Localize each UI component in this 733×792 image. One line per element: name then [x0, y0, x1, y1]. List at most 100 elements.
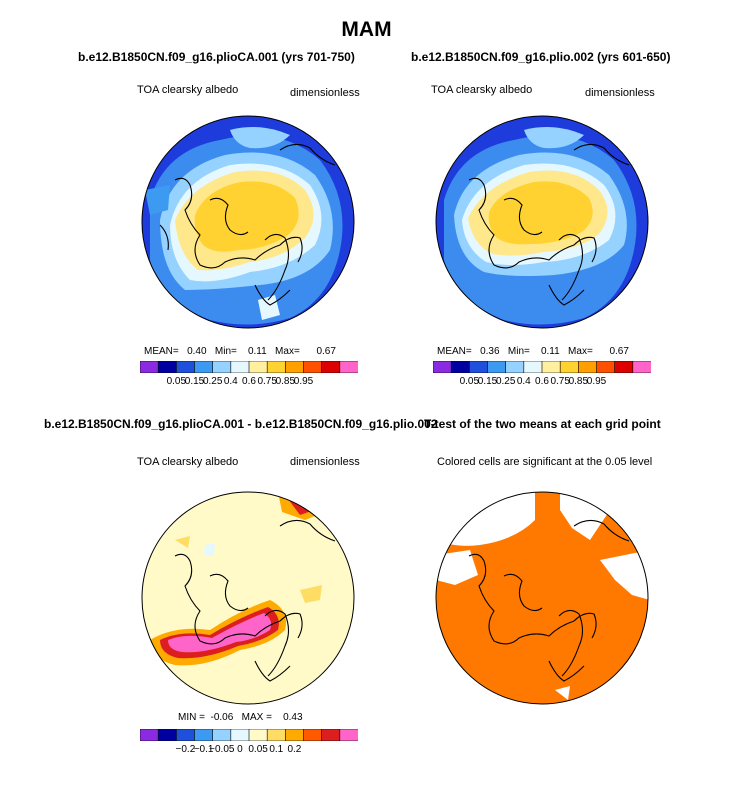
- panel2-stats: MEAN= 0.36 Min= 0.11 Max= 0.67: [437, 346, 629, 357]
- colorbar-1-swatch-2: [176, 361, 196, 373]
- colorbar-1-swatch-8: [285, 361, 305, 373]
- colorbar-1-swatch-6: [248, 361, 268, 373]
- panel2-mean-label: MEAN=: [437, 346, 472, 357]
- panel3-units-label: dimensionless: [290, 456, 360, 468]
- panel1-mean-label: MEAN=: [144, 346, 179, 357]
- colorbar-3-label-0: −0.2: [175, 744, 196, 755]
- colorbar-1-label-1: 0.15: [184, 376, 205, 387]
- panel1-map-border: [141, 115, 355, 329]
- panel3-colorbar-labels: −0.2 −0.1 −0.05 0 0.05 0.1 0.2: [140, 744, 358, 758]
- figure-title: MAM: [341, 18, 392, 41]
- colorbar-1-label-4: 0.6: [242, 376, 256, 387]
- panel1-colorbar-labels: 0.05 0.15 0.25 0.4 0.6 0.75 0.85 0.95: [140, 376, 358, 390]
- colorbar-1-swatch-11: [339, 361, 358, 373]
- colorbar-2-label-6: 0.85: [568, 376, 589, 387]
- colorbar-2-label-4: 0.6: [535, 376, 549, 387]
- colorbar-2-swatch-0: [433, 361, 452, 373]
- colorbar-1-swatch-4: [212, 361, 232, 373]
- colorbar-3-swatch-1: [157, 729, 177, 741]
- panel1-min-label: Min=: [214, 346, 237, 357]
- colorbar-1-swatch-7: [266, 361, 286, 373]
- colorbar-1-swatch-5: [230, 361, 250, 373]
- colorbar-1-swatch-3: [194, 361, 214, 373]
- panel2-coastlines: [468, 143, 630, 306]
- panel3-variable-label: TOA clearsky albedo: [137, 456, 239, 468]
- panel1-title: b.e12.B1850CN.f09_g16.plioCA.001 (yrs 70…: [78, 50, 355, 64]
- panel2-units-label: dimensionless: [585, 87, 655, 99]
- colorbar-3-label-5: 0.1: [269, 744, 284, 755]
- panel3-min-label: MIN =: [178, 712, 205, 723]
- panel4-coastlines: [468, 519, 630, 682]
- panel3-field: [142, 492, 354, 704]
- colorbar-3-swatch-9: [303, 729, 323, 741]
- colorbar-3-swatch-2: [176, 729, 196, 741]
- colorbar-2-swatch-11: [632, 361, 651, 373]
- panel1-max-label: Max=: [275, 346, 300, 357]
- panel2-min-value: 0.11: [540, 346, 560, 357]
- panel1-coastlines: [159, 143, 336, 306]
- colorbar-1-swatch-0: [140, 361, 159, 373]
- panel3-colorbar: [140, 729, 358, 741]
- panel1-colorbar: [140, 361, 358, 373]
- colorbar-1-swatch-10: [321, 361, 341, 373]
- colorbar-3-swatch-5: [230, 729, 250, 741]
- colorbar-1-label-6: 0.85: [275, 376, 296, 387]
- panel1-variable-label: TOA clearsky albedo: [137, 84, 239, 96]
- colorbar-2-swatch-9: [596, 361, 616, 373]
- panel1-min-value: 0.11: [247, 346, 267, 357]
- colorbar-1-label-5: 0.75: [257, 376, 277, 387]
- colorbar-3-swatch-8: [285, 729, 305, 741]
- panel2-max-label: Max=: [568, 346, 593, 357]
- panel2-colorbar-labels: 0.05 0.15 0.25 0.4 0.6 0.75 0.85 0.95: [433, 376, 651, 390]
- panel2-map-border: [435, 115, 649, 329]
- panel3-max-value: 0.43: [283, 712, 303, 723]
- panel1-field: [142, 116, 354, 328]
- colorbar-1-label-3: 0.4: [223, 376, 238, 387]
- panel3-max-label: MAX =: [241, 712, 272, 723]
- panel1-stats: MEAN= 0.40 Min= 0.11 Max= 0.67: [144, 346, 336, 357]
- panel4-title: T-test of the two means at each grid poi…: [424, 417, 661, 431]
- panel3-map-border: [141, 491, 355, 705]
- panel2-title: b.e12.B1850CN.f09_g16.plio.002 (yrs 601-…: [411, 50, 671, 64]
- colorbar-2-label-1: 0.15: [477, 376, 498, 387]
- panel3-min-value: -0.06: [210, 712, 234, 723]
- colorbar-3-swatch-11: [339, 729, 358, 741]
- panel1-mean-value: 0.40: [187, 346, 207, 357]
- colorbar-1-label-2: 0.25: [202, 376, 223, 387]
- colorbar-2-swatch-5: [523, 361, 543, 373]
- panel2-min-label: Min=: [507, 346, 530, 357]
- panel3-title: b.e12.B1850CN.f09_g16.plioCA.001 - b.e12…: [44, 417, 438, 431]
- colorbar-3-swatch-3: [194, 729, 214, 741]
- colorbar-3-label-1: −0.1: [193, 744, 214, 755]
- colorbar-3-label-3: 0: [237, 744, 243, 755]
- panel1-units-label: dimensionless: [290, 87, 360, 99]
- colorbar-3-label-6: 0.2: [287, 744, 302, 755]
- panel4-note-label: Colored cells are significant at the 0.0…: [437, 456, 653, 468]
- panel1-max-value: 0.67: [316, 346, 336, 357]
- colorbar-2-swatch-4: [505, 361, 525, 373]
- colorbar-3-swatch-4: [212, 729, 232, 741]
- colorbar-1-swatch-9: [303, 361, 323, 373]
- panel4-field: [436, 492, 648, 704]
- colorbar-2-label-3: 0.4: [516, 376, 531, 387]
- panel3-coastlines: [174, 519, 336, 682]
- colorbar-2-swatch-7: [559, 361, 579, 373]
- colorbar-2-label-0: 0.05: [459, 376, 480, 387]
- colorbar-3-swatch-0: [140, 729, 159, 741]
- colorbar-2-label-7: 0.95: [586, 376, 607, 387]
- panel2-variable-label: TOA clearsky albedo: [431, 84, 533, 96]
- panel3-stats: MIN = -0.06 MAX = 0.43: [178, 712, 303, 723]
- panel2-field: [436, 116, 648, 328]
- colorbar-1-label-0: 0.05: [166, 376, 187, 387]
- colorbar-3-label-4: 0.05: [248, 744, 268, 755]
- panel4-map-border: [435, 491, 649, 705]
- colorbar-1-swatch-1: [157, 361, 177, 373]
- panel2-max-value: 0.67: [609, 346, 629, 357]
- colorbar-3-swatch-7: [266, 729, 286, 741]
- colorbar-2-label-5: 0.75: [550, 376, 570, 387]
- colorbar-2-swatch-10: [614, 361, 634, 373]
- colorbar-2-swatch-6: [541, 361, 561, 373]
- colorbar-3-swatch-6: [248, 729, 268, 741]
- colorbar-1-label-7: 0.95: [293, 376, 314, 387]
